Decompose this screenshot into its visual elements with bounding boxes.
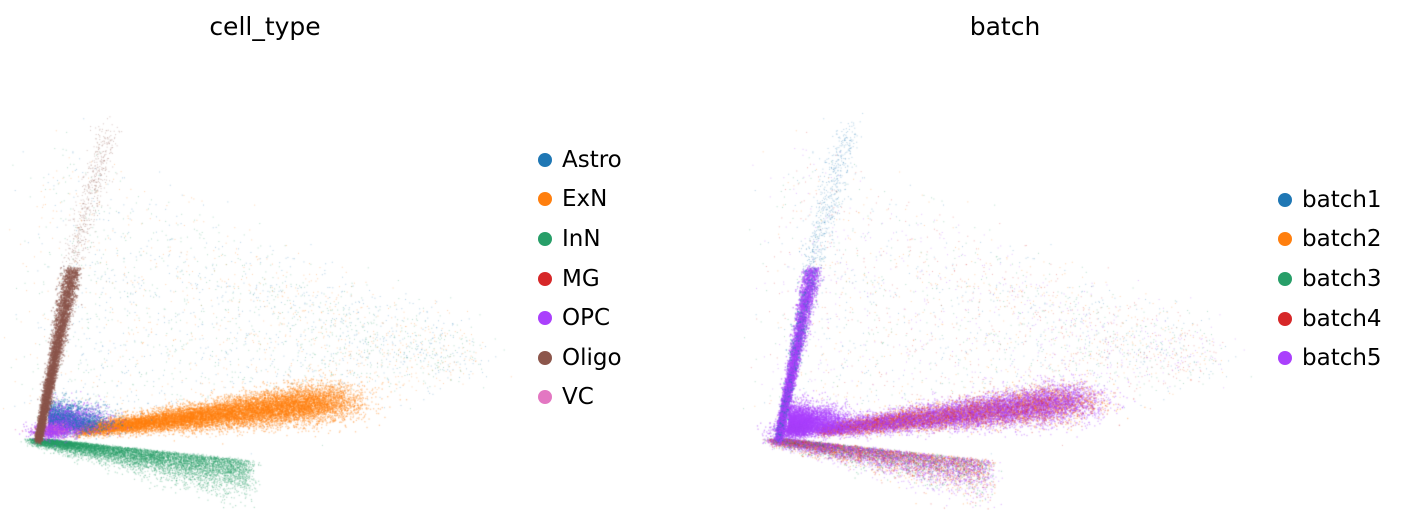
batch-scatter-plot	[740, 60, 1260, 510]
legend-marker	[538, 390, 552, 405]
batch-panel: batch batch1 batch2 batch3 batch4 batch5	[740, 0, 1420, 526]
legend-label: ExN	[562, 186, 608, 213]
legend-label: Astro	[562, 146, 622, 173]
legend-entry: batch3	[1278, 259, 1382, 299]
cell-type-scatter-plot	[0, 60, 520, 510]
legend-label: batch3	[1302, 265, 1382, 292]
legend-entry: OPC	[538, 298, 622, 338]
legend-marker	[538, 231, 552, 246]
cell-type-legend: Astro ExN InN MG OPC Oligo VC	[538, 140, 622, 417]
legend-label: VC	[562, 384, 594, 411]
legend-entry: batch1	[1278, 180, 1382, 220]
legend-marker	[538, 152, 552, 167]
legend-marker	[1278, 192, 1292, 207]
batch-legend: batch1 batch2 batch3 batch4 batch5	[1278, 180, 1382, 378]
cell-type-panel: cell_type Astro ExN InN MG OPC Oligo VC	[0, 0, 700, 526]
legend-marker	[1278, 271, 1292, 286]
legend-marker	[538, 350, 552, 365]
legend-label: OPC	[562, 305, 611, 332]
legend-marker	[538, 311, 552, 326]
legend-entry: batch4	[1278, 299, 1382, 339]
legend-label: batch1	[1302, 186, 1382, 213]
legend-entry: MG	[538, 259, 622, 299]
legend-label: batch4	[1302, 305, 1382, 332]
legend-label: batch2	[1302, 226, 1382, 253]
legend-entry: Oligo	[538, 338, 622, 378]
legend-label: InN	[562, 225, 601, 252]
legend-entry: Astro	[538, 140, 622, 180]
legend-marker	[1278, 311, 1292, 326]
legend-entry: ExN	[538, 180, 622, 220]
legend-entry: batch5	[1278, 338, 1382, 378]
legend-marker	[1278, 351, 1292, 366]
legend-label: MG	[562, 265, 600, 292]
legend-entry: InN	[538, 219, 622, 259]
legend-marker	[538, 271, 552, 286]
chart-title: batch	[969, 12, 1041, 41]
legend-label: Oligo	[562, 344, 622, 371]
legend-entry: VC	[538, 378, 622, 418]
chart-title: cell_type	[209, 12, 321, 41]
legend-label: batch5	[1302, 345, 1382, 372]
legend-marker	[1278, 232, 1292, 247]
legend-entry: batch2	[1278, 220, 1382, 260]
legend-marker	[538, 192, 552, 207]
